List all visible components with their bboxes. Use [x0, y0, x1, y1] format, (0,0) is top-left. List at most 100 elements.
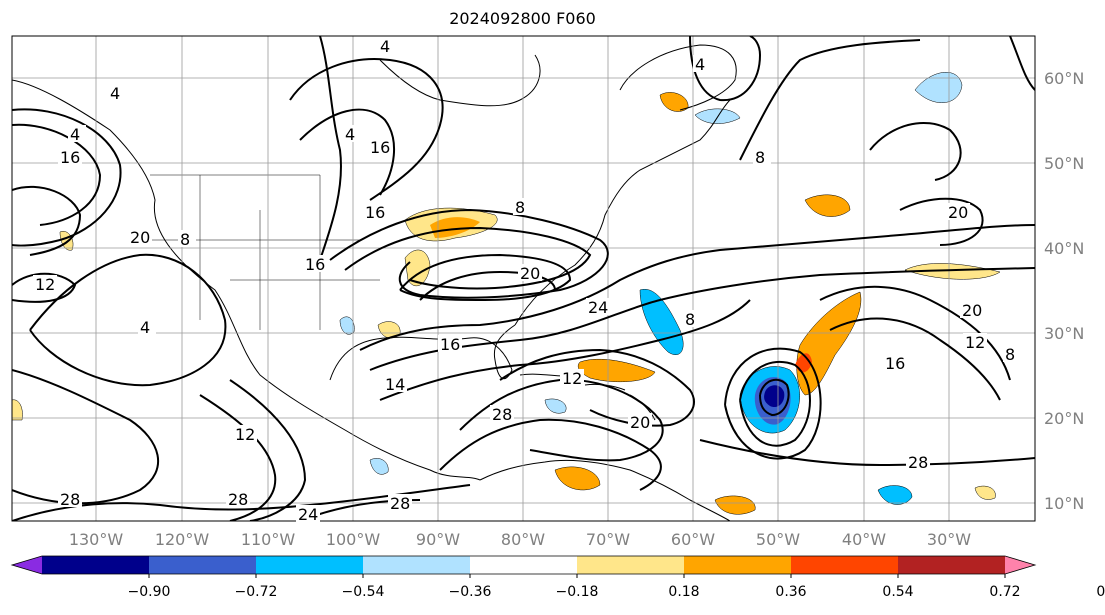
contour-line	[899, 197, 984, 246]
contour-label: 16	[60, 148, 80, 167]
contour-labels: 4 4 4 16 16 16 16 12 12 4 8 4 8 8 20 24 …	[33, 37, 1021, 524]
colorbar-segment	[577, 556, 685, 574]
contour-label: 14	[385, 375, 405, 394]
latitude-label: 50°N	[1044, 154, 1084, 173]
contour-label: 12	[35, 275, 55, 294]
contour-line	[419, 270, 556, 301]
contour-line	[759, 378, 790, 417]
positive-anomaly-patch	[12, 399, 23, 421]
contour-line	[379, 299, 751, 401]
contour-line	[459, 378, 664, 462]
longitude-label: 80°W	[501, 530, 545, 549]
longitude-labels: 130°W 120°W 110°W 100°W 90°W 80°W 70°W 6…	[69, 530, 971, 549]
positive-anomaly-patch	[714, 495, 756, 515]
negative-anomaly-patch	[339, 316, 355, 335]
contour-label: 28	[908, 453, 928, 472]
positive-anomaly-patch	[430, 217, 480, 238]
contour-label: 28	[492, 405, 512, 424]
colorbar-extend-high	[1005, 556, 1035, 574]
contour-label: 20	[630, 413, 650, 432]
colorbar-tick-label: 0.90	[1096, 584, 1105, 600]
colorbar-tick-label: −0.54	[342, 584, 385, 600]
contour-label: 4	[140, 318, 150, 337]
contour-line	[739, 360, 811, 447]
latitude-label: 20°N	[1044, 409, 1084, 428]
colorbar-segment	[470, 556, 578, 574]
contour-label: 4	[110, 84, 120, 103]
contour-line	[29, 253, 227, 387]
contour-label: 28	[390, 494, 410, 513]
colorbar-extend-low	[12, 556, 42, 574]
colorbar-segment	[898, 556, 1006, 574]
longitude-label: 30°W	[927, 530, 971, 549]
colorbar-tick-label: 0.18	[668, 584, 699, 600]
contour-label: 28	[228, 490, 248, 509]
positive-anomaly-patch	[404, 249, 431, 287]
longitude-label: 100°W	[326, 530, 381, 549]
contour-label: 4	[380, 37, 390, 56]
map-content	[12, 36, 1035, 521]
east-coastline	[514, 99, 731, 326]
contour-line	[199, 394, 277, 521]
longitude-label: 40°W	[842, 530, 886, 549]
contour-label: 24	[588, 298, 608, 317]
longitude-label: 60°W	[671, 530, 715, 549]
colorbar-tick-label: −0.18	[556, 584, 599, 600]
positive-anomaly-patch	[804, 194, 851, 217]
gulf-coastline	[329, 324, 516, 381]
colorbar-tick-label: 0.36	[775, 584, 806, 600]
longitude-label: 120°W	[155, 530, 210, 549]
longitude-label: 50°W	[756, 530, 800, 549]
positive-anomaly-patch	[974, 485, 996, 500]
contour-line	[1009, 36, 1035, 91]
contour-line	[699, 439, 1035, 467]
contour-label: 8	[180, 230, 190, 249]
contour-label: 20	[520, 264, 540, 283]
contour-line	[229, 379, 307, 521]
contour-label: 20	[962, 301, 982, 320]
greenland-coastline	[619, 44, 737, 111]
negative-anomaly-patch	[877, 485, 913, 505]
contour-line	[869, 121, 962, 181]
longitude-label: 70°W	[586, 530, 630, 549]
colorbar-segment	[791, 556, 899, 574]
latitude-label: 30°N	[1044, 324, 1084, 343]
colorbar-segment	[363, 556, 471, 574]
latitude-label: 40°N	[1044, 239, 1084, 258]
contour-line	[359, 224, 1035, 351]
colorbar-segment	[149, 556, 257, 574]
graticule	[12, 36, 1035, 521]
negative-anomaly-patch	[544, 398, 567, 414]
negative-anomaly-patch	[764, 385, 785, 408]
map-frame	[11, 35, 1036, 522]
contour-line	[829, 317, 1001, 401]
contour-line	[819, 285, 1011, 381]
negative-anomaly-patch	[914, 72, 963, 103]
contour-label: 8	[1005, 345, 1015, 364]
contour-line	[12, 185, 82, 256]
contour-label: 4	[345, 125, 355, 144]
hudson-bay-coastline	[379, 54, 541, 107]
contour-label: 28	[60, 490, 80, 509]
contour-line	[369, 267, 1035, 371]
coastline-layer	[12, 44, 737, 521]
colorbar-segment	[42, 556, 150, 574]
contour-layer	[12, 36, 1035, 521]
colorbar-outline	[10, 555, 1037, 575]
negative-anomaly-patch	[639, 288, 684, 355]
contour-line	[399, 253, 572, 302]
contour-label: 4	[70, 125, 80, 144]
contour-label: 8	[515, 198, 525, 217]
contour-label: 16	[885, 354, 905, 373]
contour-label: 12	[965, 333, 985, 352]
contour-line	[299, 108, 396, 196]
contour-line	[439, 418, 662, 491]
contour-label: 12	[562, 369, 582, 388]
contour-label: 16	[305, 255, 325, 274]
positive-anomaly-patch	[554, 466, 601, 491]
colorbar-tick-label: 0.72	[989, 584, 1020, 600]
contour-line	[12, 123, 102, 226]
longitude-label: 130°W	[69, 530, 124, 549]
longitude-label: 110°W	[241, 530, 296, 549]
contour-label: 20	[130, 228, 150, 247]
